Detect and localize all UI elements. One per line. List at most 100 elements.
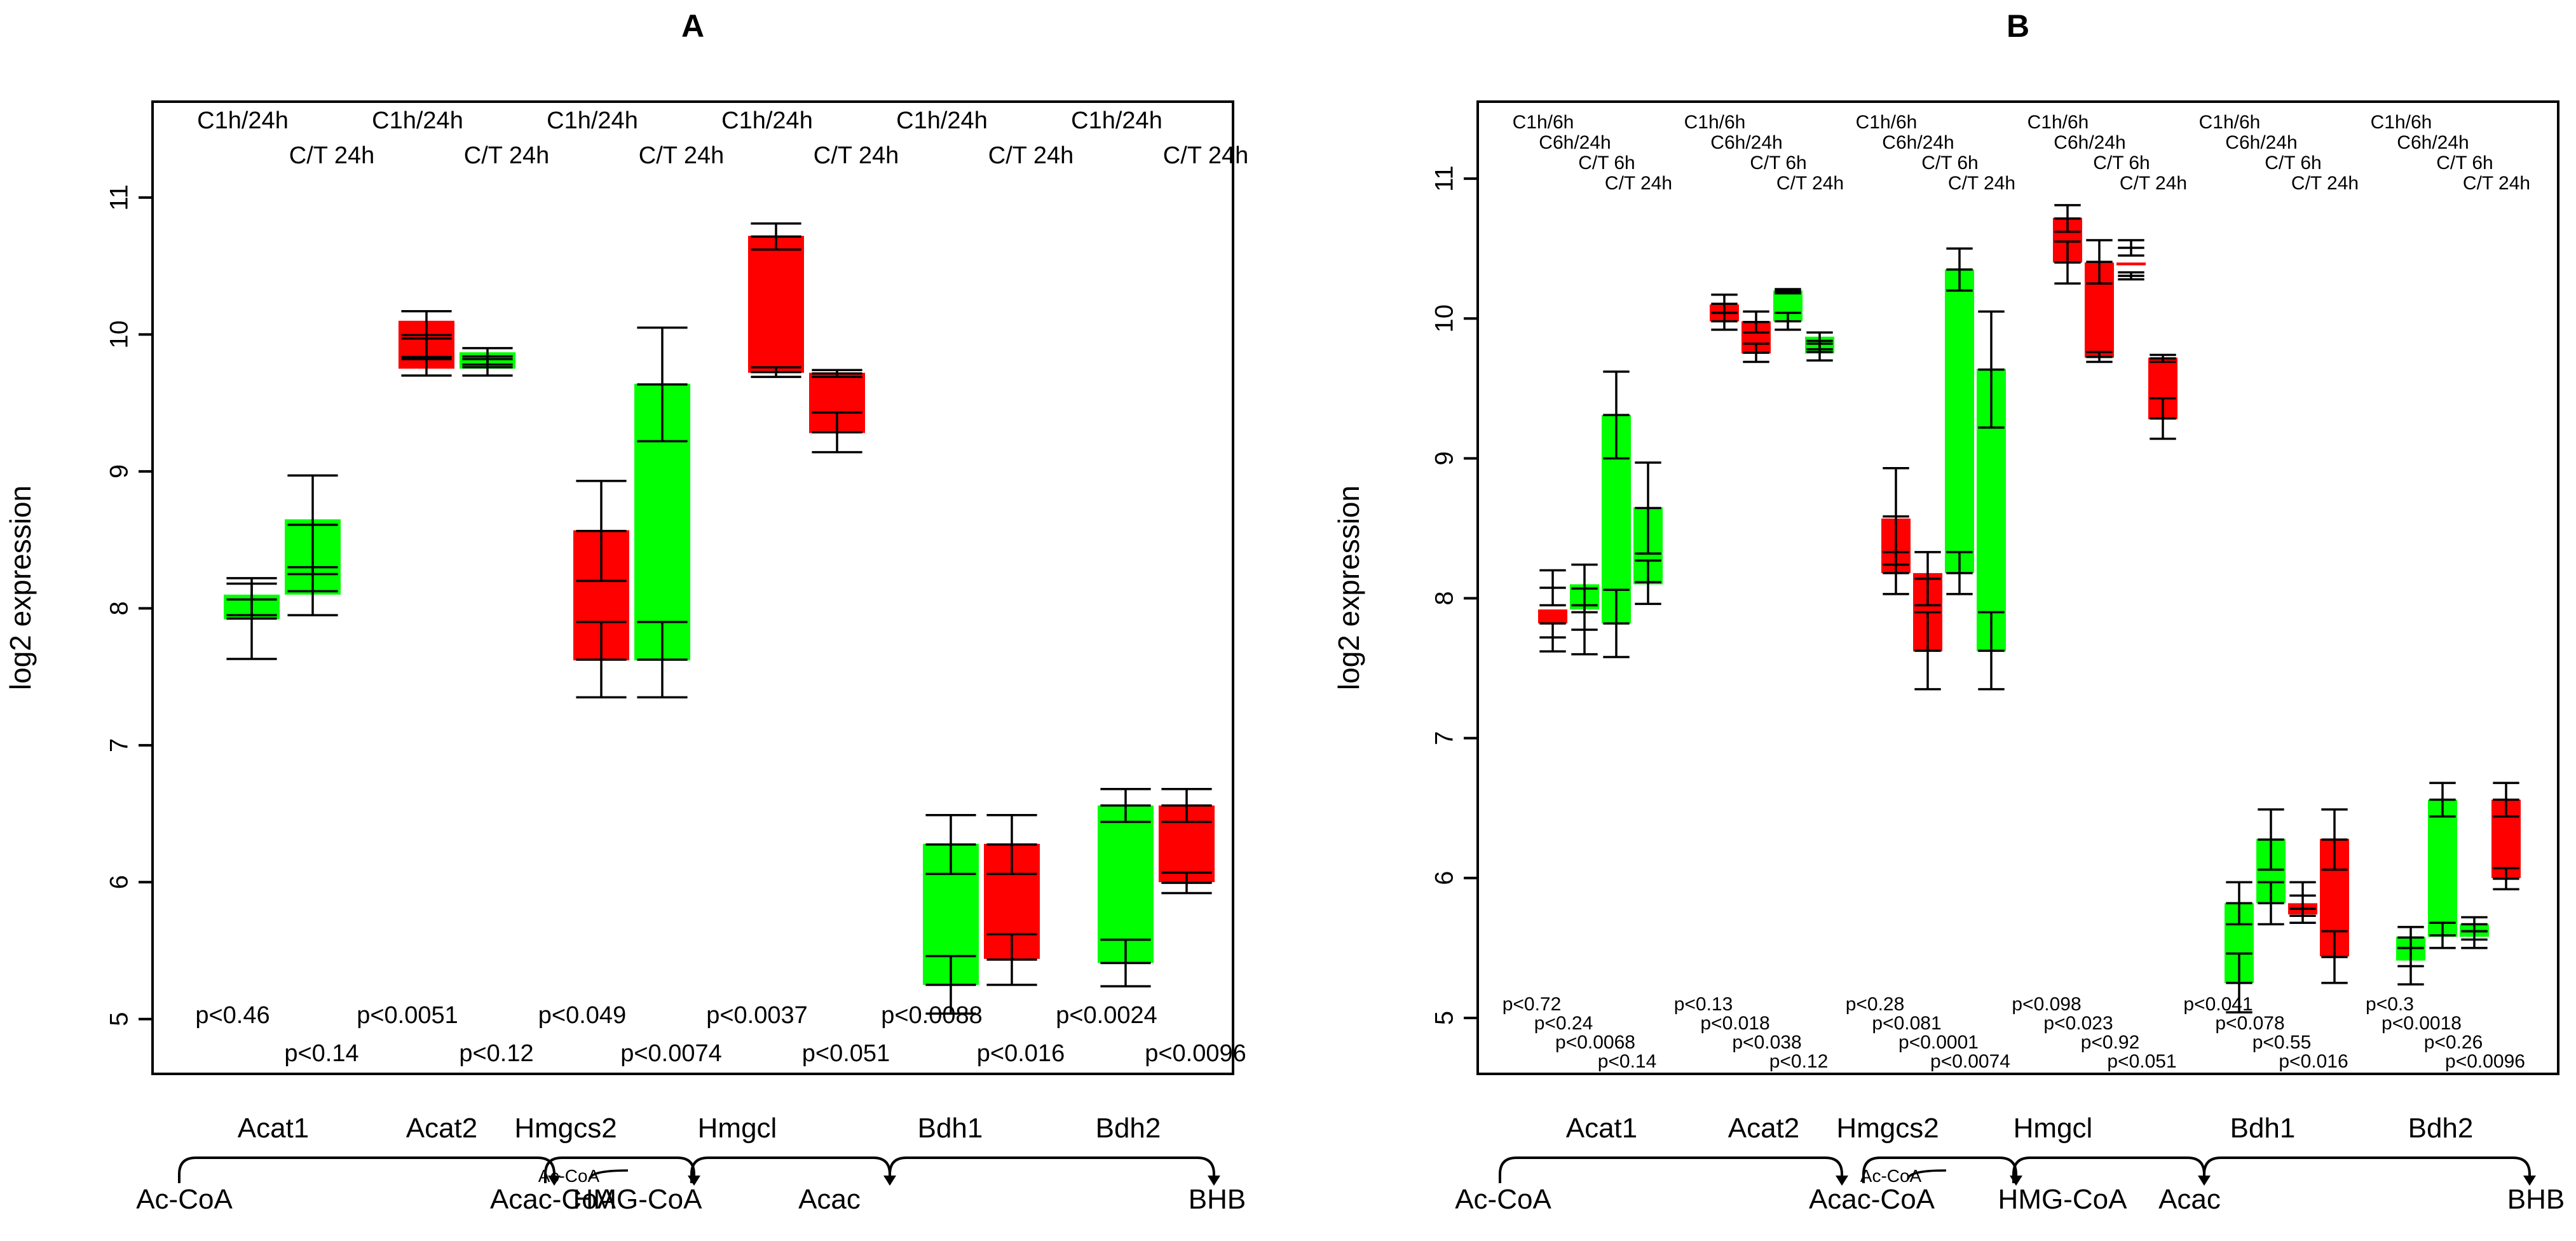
gene-group-bdh2: C1h/24h p<0.0024 C/T 24h p<0.0096 — [1056, 107, 1248, 1067]
y-tick-label: 9 — [106, 465, 133, 478]
p-value-label: p<0.28 — [1846, 994, 1905, 1015]
metabolite-label: BHB — [1189, 1184, 1246, 1215]
comparison-label: C1h/24h — [372, 107, 463, 134]
reaction-bracket — [178, 1156, 555, 1183]
comparison-label: C/T 24h — [2291, 173, 2359, 194]
enzyme-label: Bdh1 — [2230, 1113, 2296, 1144]
comparison-label: C/T 6h — [1921, 153, 1979, 173]
comparison-label: C6h/24h — [2397, 132, 2469, 153]
p-value-label: p<0.14 — [1598, 1051, 1657, 1072]
enzyme-label: Acat1 — [1566, 1113, 1638, 1144]
y-tick-label: 7 — [1431, 731, 1459, 745]
p-value-label: p<0.0037 — [706, 1002, 808, 1029]
p-value-label: p<0.0096 — [2445, 1051, 2525, 1072]
comparison-label: C/T 24h — [2120, 173, 2187, 194]
comparison-label: C1h/6h — [1856, 112, 1918, 133]
comparison-label: C/T 24h — [1776, 173, 1844, 194]
y-tick-label: 11 — [106, 184, 133, 211]
p-value-label: p<0.051 — [802, 1040, 890, 1067]
enzyme-label: Bdh2 — [2408, 1113, 2474, 1144]
p-value-label: p<0.26 — [2424, 1032, 2483, 1053]
p-value-label: p<0.24 — [1534, 1013, 1593, 1034]
p-value-label: p<0.016 — [977, 1040, 1065, 1067]
cofactor-label: Ac-CoA — [1860, 1166, 1922, 1186]
p-value-label: p<0.098 — [2012, 994, 2081, 1015]
gene-group-acat2: C1h/24h p<0.0051 C/T 24h p<0.12 — [357, 107, 549, 1067]
comparison-label: C1h/24h — [721, 107, 813, 134]
expression-bar — [1098, 805, 1154, 963]
y-tick-label: 5 — [1431, 1011, 1459, 1025]
y-axis-label: log2 expression — [1332, 485, 1365, 690]
p-value-label: p<0.051 — [2107, 1051, 2176, 1072]
reaction-bracket — [2203, 1156, 2531, 1183]
p-value-label: p<0.018 — [1700, 1013, 1769, 1034]
metabolite-label: BHB — [2507, 1184, 2565, 1215]
p-value-label: p<0.049 — [538, 1002, 626, 1029]
p-value-label: p<0.0018 — [2382, 1013, 2462, 1034]
p-value-label: p<0.081 — [1872, 1013, 1941, 1034]
comparison-label: C/T 24h — [1605, 173, 1672, 194]
enzyme-label: Hmgcs2 — [514, 1113, 617, 1144]
comparison-label: C1h/6h — [2199, 112, 2261, 133]
y-tick-label: 10 — [1431, 304, 1459, 333]
comparison-label: C6h/24h — [2054, 132, 2125, 153]
cofactor-arc — [1907, 1169, 1947, 1180]
p-value-label: p<0.078 — [2215, 1013, 2284, 1034]
gene-group-bdh1: C1h/6h p<0.041 C6h/24h p<0.078 C/T 6h p<0.55 C… — [2183, 112, 2359, 1072]
metabolite-label: Acac — [2158, 1184, 2221, 1215]
p-value-label: p<0.0051 — [357, 1002, 458, 1029]
p-value-label: p<0.0001 — [1898, 1032, 1979, 1053]
gene-group-acat1: C1h/24h p<0.46 C/T 24h p<0.14 — [195, 107, 374, 1067]
comparison-label: C/T 24h — [639, 142, 724, 169]
gene-group-hmgcs2: C1h/24h p<0.049 C/T 24h p<0.0074 — [538, 107, 724, 1067]
enzyme-label: Acat2 — [1728, 1113, 1800, 1144]
p-value-label: p<0.0096 — [1145, 1040, 1246, 1067]
y-tick-label: 8 — [1431, 591, 1459, 605]
comparison-label: C/T 24h — [464, 142, 549, 169]
p-value-label: p<0.55 — [2252, 1032, 2312, 1053]
y-tick-label: 6 — [106, 875, 133, 889]
metabolite-label: Acac-CoA — [1809, 1184, 1935, 1215]
enzyme-label: Hmgcs2 — [1836, 1113, 1939, 1144]
comparison-label: C1h/24h — [896, 107, 988, 134]
comparison-label: C/T 24h — [988, 142, 1073, 169]
reaction-arrowhead — [2523, 1176, 2536, 1186]
gene-group-hmgcl: C1h/6h p<0.098 C6h/24h p<0.023 C/T 6h p<0.92 C… — [2012, 112, 2187, 1072]
expression-bar — [1945, 269, 1974, 573]
enzyme-label: Acat2 — [406, 1113, 478, 1144]
gene-group-hmgcs2: C1h/6h p<0.28 C6h/24h p<0.081 C/T 6h p<0.0001… — [1846, 112, 2015, 1072]
gene-group-acat1: C1h/6h p<0.72 C6h/24h p<0.24 C/T 6h p<0.0068 C… — [1503, 112, 1672, 1072]
panel-title: A — [681, 8, 704, 44]
metabolite-label: Acac — [798, 1184, 861, 1215]
reaction-bracket — [1499, 1156, 1843, 1183]
y-tick-label: 8 — [106, 601, 133, 615]
y-tick-label: 5 — [106, 1012, 133, 1026]
y-tick-label: 9 — [1431, 451, 1459, 465]
cofactor-label: Ac-CoA — [538, 1166, 600, 1186]
metabolite-label: Ac-CoA — [136, 1184, 233, 1215]
comparison-label: C1h/24h — [1071, 107, 1162, 134]
expression-bar — [748, 236, 804, 373]
comparison-label: C6h/24h — [2225, 132, 2297, 153]
p-value-label: p<0.12 — [1769, 1051, 1829, 1072]
reaction-arrowhead — [1208, 1176, 1220, 1186]
enzyme-label: Bdh2 — [1096, 1113, 1161, 1144]
y-tick-label: 6 — [1431, 871, 1459, 885]
p-value-label: p<0.46 — [195, 1002, 269, 1029]
comparison-label: C1h/24h — [197, 107, 289, 134]
gene-group-bdh2: C1h/6h p<0.3 C6h/24h p<0.0018 C/T 6h p<0.26 C/… — [2366, 112, 2530, 1072]
comparison-label: C/T 6h — [1750, 153, 1807, 173]
plot-frame — [151, 100, 1234, 1075]
chart-panel-b: B 5 6 7 8 9 10 11 log2 expression C1h/6h p<0.72 C6h… — [1332, 8, 2559, 1075]
metabolite-label: HMG-CoA — [1998, 1184, 2128, 1215]
gene-group-bdh1: C1h/24h p<0.0088 C/T 24h p<0.016 — [881, 107, 1073, 1067]
metabolite-label: HMG-CoA — [573, 1184, 703, 1215]
comparison-label: C1h/6h — [1513, 112, 1574, 133]
y-tick-label: 11 — [1431, 165, 1459, 192]
metabolite-label: Ac-CoA — [1455, 1184, 1551, 1215]
p-value-label: p<0.92 — [2081, 1032, 2140, 1053]
comparison-label: C6h/24h — [1882, 132, 1954, 153]
comparison-label: C/T 6h — [2436, 153, 2493, 173]
